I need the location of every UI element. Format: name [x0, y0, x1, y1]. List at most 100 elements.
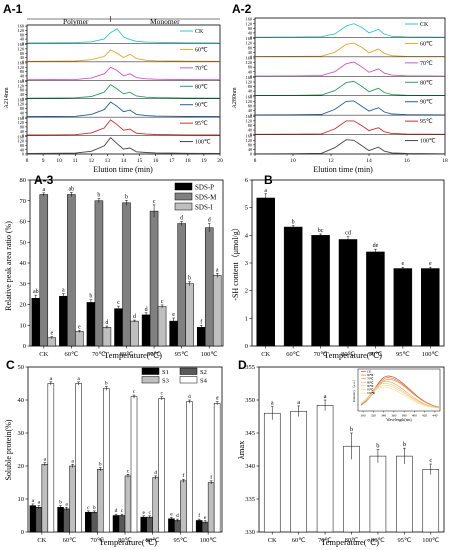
significance-letter-a3: b	[97, 193, 100, 199]
legend-label-a2: 60℃	[420, 41, 433, 47]
bar-a3	[141, 314, 151, 347]
significance-letter-c: c	[87, 505, 90, 511]
x-tick-label-b: CK	[261, 351, 270, 358]
y-tick-label-a1: 40	[20, 92, 24, 97]
bar-c	[174, 520, 181, 533]
bar-c	[103, 388, 110, 533]
y-tick-label-a2: 120	[246, 60, 252, 65]
y-tick-label-d: 355	[245, 364, 255, 371]
y-tick-label-a2: 40	[248, 69, 252, 74]
y-tick-label-b: 2	[245, 288, 248, 295]
y-tick-label-a1: 0	[22, 59, 24, 64]
significance-letter-a3: b	[188, 276, 191, 282]
significance-letter-a3: c	[117, 300, 120, 306]
significance-letter-d: c	[429, 457, 432, 464]
inset-legend-label: 95℃	[367, 388, 374, 392]
y-tick-label-a2: 0	[250, 93, 252, 98]
inset-x-tick-label: 440	[432, 414, 437, 418]
x-tick-label-a1: 17	[169, 158, 175, 164]
y-tick-label-d: 330	[245, 529, 255, 536]
significance-letter-c: c	[148, 510, 151, 516]
bar-a3	[212, 275, 222, 347]
legend-swatch-a3	[174, 182, 193, 191]
inset-x-tick-label: 320	[371, 414, 376, 418]
bar-c	[201, 521, 209, 533]
legend-label-c: S1	[162, 369, 169, 376]
bar-a3	[169, 320, 178, 347]
inset-legend-label: CK	[367, 370, 372, 374]
significance-letter-c: d	[176, 513, 179, 519]
bar-chart-c: Temperature(℃) Soluble protein(%) 0 10 20 3…	[4, 364, 223, 547]
bar-d	[290, 410, 307, 533]
y-tick-label-a1: 0	[22, 78, 24, 83]
bar-c	[168, 518, 175, 533]
y-tick-label-a1: 80	[20, 88, 24, 93]
y-tick-label-a1: 40	[20, 55, 24, 60]
inset-series-line	[360, 386, 440, 409]
legend-label-a1: 80℃	[195, 84, 208, 90]
significance-letter-c: a	[71, 458, 74, 464]
y-tick-label-a3: 50	[20, 239, 27, 246]
significance-letter-a3: e	[50, 331, 53, 337]
y-tick-label-a2: 40	[248, 89, 252, 94]
bar-a3	[114, 308, 123, 347]
bar-a3	[177, 223, 186, 347]
x-tick-label-c: 90℃	[146, 537, 161, 544]
significance-letter-b: de	[373, 243, 379, 249]
y-tick-label-b: 0	[245, 343, 248, 350]
ylabel-b: -SH content（μmol/g）	[231, 223, 240, 300]
x-tick-label-a1: 13	[105, 158, 111, 164]
x-tick-label-a1: 8	[26, 158, 29, 164]
series-line-a2	[254, 61, 446, 77]
legend-label-a2: CK	[420, 22, 429, 28]
significance-letter-a3: d	[145, 307, 148, 313]
significance-letter-c: f	[183, 472, 185, 479]
y-tick-label-c: 10	[18, 496, 25, 503]
x-tick-label-a2: 18	[442, 158, 448, 164]
legend-label-a3: SDS-I	[195, 204, 213, 212]
y-tick-label-a2: 40	[248, 128, 252, 133]
y-tick-label-a1: 120	[18, 65, 24, 70]
y-tick-label-a1: 80	[20, 124, 24, 129]
chromatogram-a2: Elution time (min) A280nm 04080120160CK0…	[232, 17, 448, 174]
significance-letter-a3: a	[62, 288, 65, 294]
xlabel-a3: Temperature(℃)	[104, 350, 162, 360]
legend-label-a2: 70℃	[420, 61, 433, 67]
x-tick-label-a1: 10	[56, 158, 62, 164]
y-tick-label-c: 40	[18, 397, 25, 404]
bar-b	[338, 239, 358, 347]
y-tick-label-a2: 120	[246, 41, 252, 46]
significance-letter-c: b	[99, 462, 102, 468]
bar-a3	[102, 327, 112, 347]
x-tick-label-a2: 16	[404, 158, 410, 164]
x-tick-label-d: 60℃	[292, 537, 307, 544]
series-line-a2	[254, 120, 446, 135]
significance-letter-c: c	[160, 391, 163, 397]
y-tick-label-a2: 120	[246, 21, 252, 26]
significance-letter-d: b	[376, 443, 379, 450]
bar-c	[41, 464, 49, 533]
y-tick-label-a3: 0	[23, 343, 26, 350]
bar-chart-a3: Temperature(℃) Relative peak area ratio …	[4, 177, 224, 360]
significance-letter-a3: b	[125, 194, 128, 200]
significance-letter-a3: d	[133, 314, 136, 320]
series-line-a1	[26, 84, 221, 99]
y-tick-label-a1: 160	[18, 24, 24, 29]
inset-legend-label: 60℃	[367, 373, 374, 377]
bar-c	[186, 401, 193, 533]
significance-letter-c: f	[210, 474, 212, 481]
plot-frame-a2	[254, 17, 446, 155]
y-tick-label-a2: 160	[246, 36, 252, 41]
significance-letter-b: e	[402, 261, 405, 267]
inset-legend-label: 90℃	[367, 384, 374, 388]
bar-a3	[122, 202, 131, 347]
legend-label-a1: 60℃	[195, 47, 208, 53]
y-tick-label-a1: 160	[18, 97, 24, 102]
y-tick-label-b: 3	[245, 260, 248, 267]
y-tick-label-a1: 120	[18, 83, 24, 88]
inset-x-tick-label: 360	[391, 414, 396, 418]
y-tick-label-a2: 160	[246, 56, 252, 61]
bar-d	[396, 455, 413, 533]
x-tick-label-a2: 14	[366, 158, 372, 164]
series-line-a2	[254, 23, 446, 38]
